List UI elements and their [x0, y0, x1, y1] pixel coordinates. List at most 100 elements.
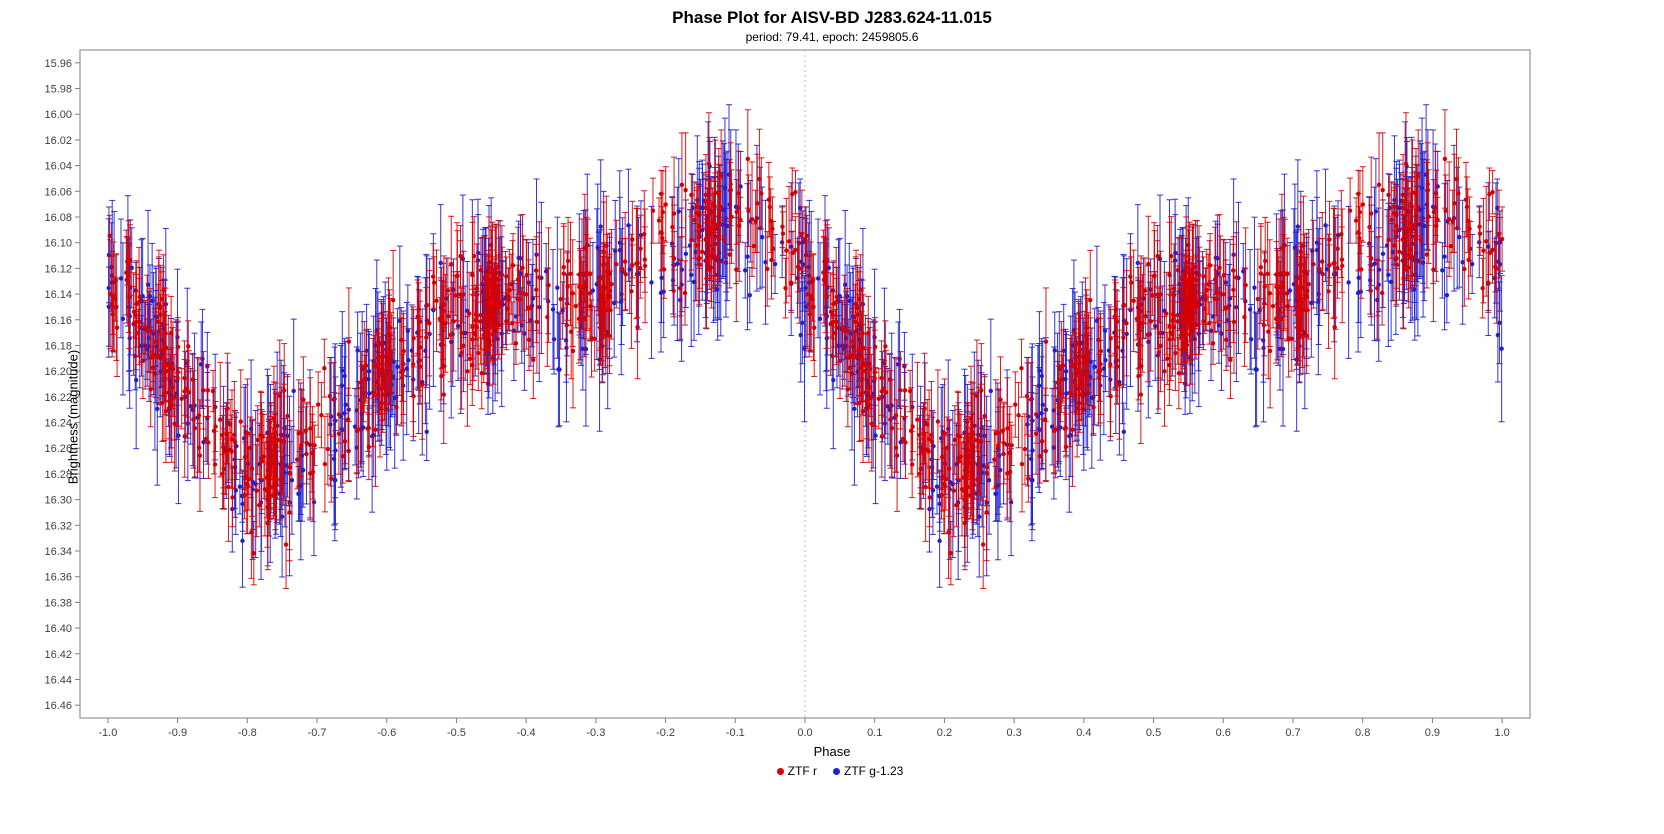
data-point [935, 484, 939, 488]
data-point [898, 388, 902, 392]
data-point [901, 437, 905, 441]
data-point [1481, 248, 1485, 252]
data-point [1497, 232, 1501, 236]
data-point [1261, 338, 1265, 342]
y-tick-label: 16.32 [44, 520, 72, 532]
x-tick-label: -0.8 [238, 727, 257, 739]
data-point [851, 353, 855, 357]
data-point [746, 157, 750, 161]
y-tick-label: 16.42 [44, 649, 72, 661]
data-point [1268, 349, 1272, 353]
series-ztf-r [107, 110, 1505, 589]
data-point [843, 283, 847, 287]
data-point [857, 297, 861, 301]
x-tick-label: 0.1 [867, 727, 882, 739]
y-tick-label: 16.38 [44, 597, 72, 609]
chart-subtitle: period: 79.41, epoch: 2459805.6 [0, 30, 1664, 44]
y-axis-label: Brightness (magnitude) [66, 350, 81, 484]
x-tick-label: -0.6 [377, 727, 396, 739]
data-point [1248, 307, 1252, 311]
y-tick-label: 16.14 [44, 289, 72, 301]
data-point [323, 462, 327, 466]
data-point [800, 232, 804, 236]
data-point [993, 492, 997, 496]
data-point [1263, 259, 1267, 263]
data-point [287, 510, 291, 514]
data-point [1320, 259, 1324, 263]
data-point [201, 388, 205, 392]
data-point [1122, 303, 1126, 307]
y-tick-label: 16.08 [44, 212, 72, 224]
data-point [1311, 262, 1315, 266]
data-point [659, 291, 663, 295]
data-point [1025, 422, 1029, 426]
x-tick-label: -0.5 [447, 727, 466, 739]
data-point [160, 297, 164, 301]
data-point [985, 472, 989, 476]
data-point [353, 424, 357, 428]
data-point [734, 205, 738, 209]
x-tick-label: 0.0 [797, 727, 812, 739]
data-point [432, 280, 436, 284]
data-point [743, 268, 747, 272]
data-point [455, 274, 459, 278]
data-point [867, 403, 871, 407]
data-point [877, 397, 881, 401]
data-point [1037, 368, 1041, 372]
data-point [1139, 392, 1143, 396]
data-point [1256, 297, 1260, 301]
data-point [1381, 252, 1385, 256]
data-point [624, 272, 628, 276]
data-point [571, 349, 575, 353]
data-point [609, 282, 613, 286]
data-point [574, 304, 578, 308]
data-point [1442, 255, 1446, 259]
x-tick-label: -0.1 [726, 727, 745, 739]
data-point [1103, 329, 1107, 333]
data-point [660, 236, 664, 240]
data-point [340, 368, 344, 372]
data-point [659, 276, 663, 280]
data-point [903, 388, 907, 392]
data-point [146, 283, 150, 287]
data-point [728, 252, 732, 256]
data-point [769, 258, 773, 262]
data-point [1131, 299, 1135, 303]
data-point [328, 422, 332, 426]
data-point [555, 285, 559, 289]
data-point [371, 359, 375, 363]
y-tick-label: 16.12 [44, 263, 72, 275]
data-point [908, 389, 912, 393]
data-point [425, 430, 429, 434]
data-point [748, 293, 752, 297]
data-point [915, 417, 919, 421]
chart-title: Phase Plot for AISV-BD J283.624-11.015 [0, 8, 1664, 28]
data-point [206, 388, 210, 392]
data-point [852, 407, 856, 411]
data-point [537, 275, 541, 279]
x-tick-label: -0.9 [168, 727, 187, 739]
data-point [944, 477, 948, 481]
data-point [866, 331, 870, 335]
x-tick-label: -1.0 [98, 727, 117, 739]
data-point [1002, 441, 1006, 445]
data-point [1009, 500, 1013, 504]
data-point [406, 329, 410, 333]
data-point [1164, 311, 1168, 315]
x-tick-label: -0.7 [308, 727, 327, 739]
data-point [1346, 280, 1350, 284]
data-point [614, 262, 618, 266]
data-point [564, 338, 568, 342]
data-point [982, 414, 986, 418]
x-tick-label: 0.2 [937, 727, 952, 739]
data-point [1306, 282, 1310, 286]
data-point [745, 255, 749, 259]
data-point [240, 539, 244, 543]
data-point [1040, 374, 1044, 378]
data-point [253, 482, 257, 486]
data-point [619, 299, 623, 303]
y-tick-label: 15.96 [44, 58, 72, 70]
data-point [559, 297, 563, 301]
data-point [801, 262, 805, 266]
x-tick-label: -0.4 [517, 727, 536, 739]
